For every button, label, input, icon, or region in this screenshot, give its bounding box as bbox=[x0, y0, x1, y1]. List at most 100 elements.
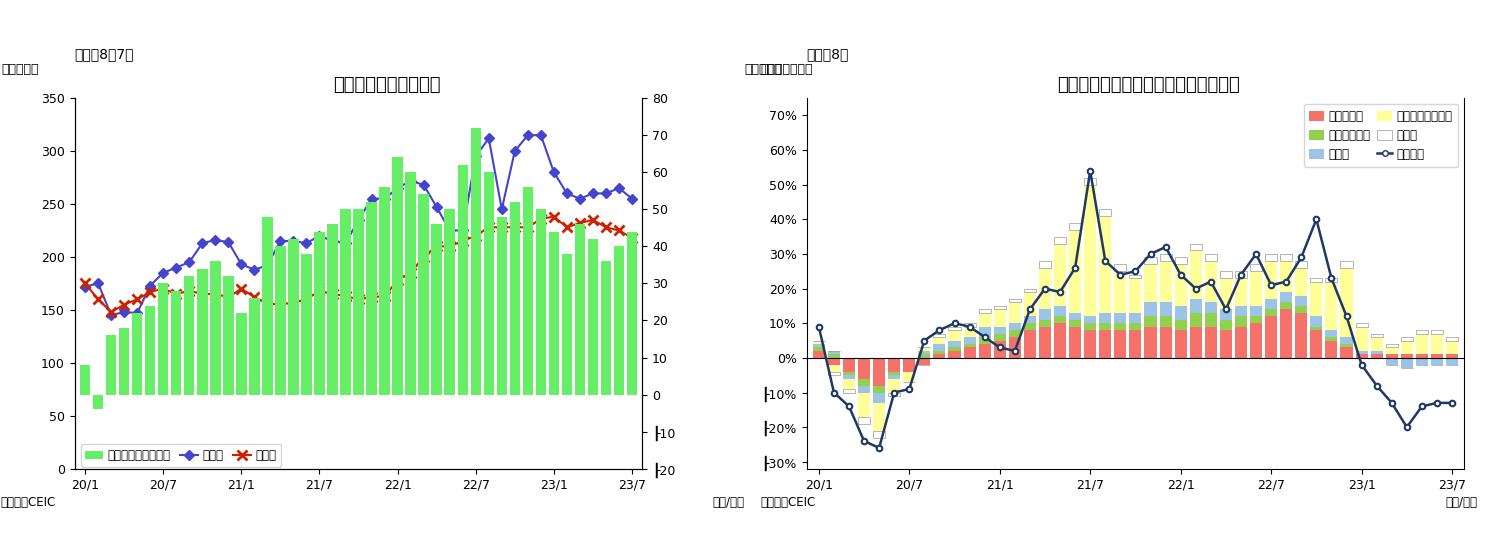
Bar bbox=[1008, 302, 1020, 323]
Bar bbox=[1325, 330, 1337, 337]
Bar bbox=[1340, 268, 1352, 337]
Bar bbox=[1100, 330, 1112, 358]
Bar bbox=[887, 379, 901, 392]
Bar bbox=[1310, 278, 1322, 282]
Bar bbox=[1386, 358, 1398, 365]
Bar bbox=[1055, 323, 1067, 358]
Bar bbox=[509, 202, 520, 395]
Bar bbox=[1280, 302, 1292, 310]
Bar bbox=[1386, 344, 1398, 348]
Bar bbox=[1310, 316, 1322, 326]
Bar bbox=[1250, 316, 1262, 323]
Bar bbox=[236, 313, 247, 395]
Text: （年/月）: （年/月） bbox=[713, 496, 744, 509]
Bar bbox=[1265, 254, 1277, 261]
Bar bbox=[994, 306, 1005, 310]
Bar bbox=[366, 202, 376, 395]
Bar bbox=[314, 232, 324, 395]
Bar bbox=[1055, 316, 1067, 323]
Bar bbox=[1431, 354, 1443, 358]
Bar bbox=[1174, 306, 1186, 320]
Bar bbox=[197, 269, 208, 395]
Bar bbox=[1340, 261, 1352, 268]
Bar bbox=[1236, 271, 1247, 278]
Bar bbox=[1023, 289, 1035, 292]
Bar bbox=[1221, 310, 1233, 320]
Bar bbox=[949, 326, 961, 330]
Bar bbox=[405, 172, 415, 395]
Bar bbox=[1446, 358, 1458, 365]
Bar bbox=[1100, 216, 1112, 313]
Bar bbox=[1174, 264, 1186, 306]
Bar bbox=[1085, 185, 1097, 316]
Bar bbox=[843, 358, 855, 372]
Bar bbox=[393, 158, 403, 395]
Bar bbox=[1144, 326, 1156, 358]
Bar bbox=[1204, 326, 1216, 358]
Bar bbox=[1070, 223, 1082, 229]
Bar bbox=[1129, 313, 1141, 323]
Bar bbox=[263, 217, 272, 395]
Bar bbox=[1129, 275, 1141, 278]
Bar bbox=[1159, 316, 1171, 326]
Bar bbox=[828, 365, 840, 372]
Bar bbox=[813, 348, 825, 351]
Bar bbox=[1221, 278, 1233, 310]
Bar bbox=[1085, 330, 1097, 358]
Bar bbox=[1325, 337, 1337, 341]
Bar bbox=[1236, 278, 1247, 306]
Bar bbox=[843, 372, 855, 375]
Bar bbox=[1038, 326, 1050, 358]
Bar bbox=[994, 310, 1005, 326]
Bar bbox=[1144, 264, 1156, 302]
Bar bbox=[1100, 313, 1112, 323]
Bar bbox=[919, 354, 931, 358]
Bar bbox=[1038, 310, 1050, 320]
Bar bbox=[964, 337, 976, 344]
Bar bbox=[1144, 257, 1156, 264]
Bar bbox=[1115, 323, 1126, 330]
Bar bbox=[994, 341, 1005, 358]
Bar bbox=[288, 239, 299, 395]
Text: （年/月）: （年/月） bbox=[1445, 496, 1478, 509]
Bar bbox=[120, 328, 130, 395]
Bar bbox=[471, 128, 481, 395]
Bar bbox=[1446, 337, 1458, 341]
Text: （資料）CEIC: （資料）CEIC bbox=[1, 496, 57, 509]
Bar bbox=[828, 372, 840, 375]
Bar bbox=[1008, 323, 1020, 330]
Bar bbox=[964, 344, 976, 348]
Bar bbox=[979, 344, 991, 358]
Bar bbox=[1355, 351, 1367, 354]
Bar bbox=[1129, 323, 1141, 330]
Bar bbox=[1370, 354, 1383, 358]
Bar bbox=[432, 224, 442, 395]
Bar bbox=[1055, 237, 1067, 244]
Bar bbox=[949, 348, 961, 351]
Bar bbox=[1129, 330, 1141, 358]
Bar bbox=[994, 326, 1005, 334]
Bar bbox=[131, 313, 142, 395]
Bar bbox=[536, 209, 547, 395]
Bar bbox=[934, 354, 946, 358]
Text: （資料）CEIC: （資料）CEIC bbox=[760, 496, 816, 509]
Bar bbox=[1250, 306, 1262, 316]
Bar bbox=[872, 385, 884, 392]
Text: （前年同月比）: （前年同月比） bbox=[760, 63, 813, 76]
Bar bbox=[1159, 326, 1171, 358]
Bar bbox=[1085, 323, 1097, 330]
Bar bbox=[614, 246, 624, 395]
Bar bbox=[949, 351, 961, 358]
Bar bbox=[1265, 310, 1277, 316]
Bar bbox=[979, 313, 991, 326]
Bar bbox=[1446, 341, 1458, 354]
Bar bbox=[1038, 261, 1050, 268]
Bar bbox=[1401, 358, 1413, 368]
Bar bbox=[1038, 268, 1050, 310]
Title: マレーシア　貳易収支: マレーシア 貳易収支 bbox=[333, 76, 441, 94]
Bar bbox=[1023, 330, 1035, 358]
Bar bbox=[858, 417, 870, 423]
Bar bbox=[1310, 282, 1322, 316]
Bar bbox=[1370, 334, 1383, 337]
Bar bbox=[919, 348, 931, 351]
